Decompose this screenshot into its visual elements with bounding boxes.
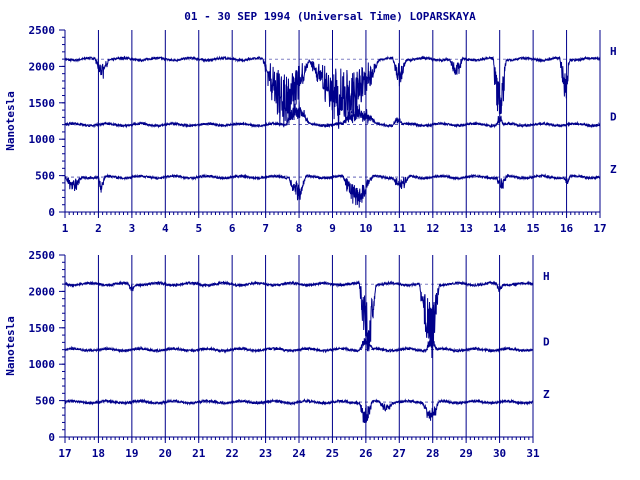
series-label-D: D — [543, 336, 550, 349]
series-trace-H — [64, 280, 534, 359]
x-tick-label: 7 — [262, 222, 269, 235]
x-tick-label: 3 — [129, 222, 136, 235]
y-tick-label: 1500 — [29, 322, 56, 335]
y-tick-label: 2500 — [29, 249, 56, 262]
x-tick-label: 17 — [58, 447, 71, 460]
series-label-Z: Z — [543, 388, 550, 401]
x-tick-label: 29 — [460, 447, 473, 460]
y-tick-label: 2500 — [29, 24, 56, 37]
x-tick-label: 26 — [359, 447, 373, 460]
series-trace-Z — [64, 398, 534, 424]
x-tick-label: 28 — [426, 447, 439, 460]
x-tick-label: 27 — [393, 447, 406, 460]
y-tick-label: 1000 — [29, 358, 56, 371]
y-tick-label: 0 — [48, 431, 55, 444]
chart-panel-2: 0 500 1000 1500 2000 2500 Nanotesla 17 18 19 20 21 2… — [4, 249, 550, 460]
series-trace-D — [64, 101, 601, 129]
x-tick-label: 10 — [359, 222, 372, 235]
y-tick-label: 1500 — [29, 97, 56, 110]
x-tick-label: 19 — [125, 447, 138, 460]
y-tick-label: 500 — [35, 395, 55, 408]
x-tick-label: 30 — [493, 447, 506, 460]
x-tick-label: 20 — [159, 447, 172, 460]
x-tick-label: 17 — [593, 222, 606, 235]
series-label-H: H — [543, 270, 550, 283]
x-tick-label: 2 — [95, 222, 102, 235]
x-tick-label: 8 — [296, 222, 303, 235]
series-trace-H — [64, 55, 601, 129]
y-tick-label: 2000 — [29, 60, 56, 73]
x-tick-label: 23 — [259, 447, 272, 460]
x-tick-label: 1 — [62, 222, 69, 235]
chart-title: 01 - 30 SEP 1994 (Universal Time) LOPARS… — [184, 10, 476, 23]
y-tick-label: 0 — [48, 206, 55, 219]
x-tick-label: 24 — [292, 447, 306, 460]
x-tick-label: 11 — [393, 222, 407, 235]
x-tick-label: 18 — [92, 447, 105, 460]
y-axis-label: Nanotesla — [4, 91, 17, 151]
x-tick-label: 4 — [162, 222, 169, 235]
x-tick-label: 15 — [527, 222, 540, 235]
series-trace-Z — [64, 173, 601, 208]
x-tick-label: 14 — [493, 222, 507, 235]
x-tick-label: 5 — [195, 222, 202, 235]
x-tick-label: 25 — [326, 447, 339, 460]
series-label-H: H — [610, 45, 617, 58]
x-tick-label: 21 — [192, 447, 206, 460]
y-tick-label: 500 — [35, 170, 55, 183]
x-tick-label: 9 — [329, 222, 336, 235]
series-label-D: D — [610, 111, 617, 124]
y-tick-label: 1000 — [29, 133, 56, 146]
series-label-Z: Z — [610, 163, 617, 176]
x-tick-label: 16 — [560, 222, 574, 235]
x-tick-label: 12 — [426, 222, 439, 235]
x-tick-label: 6 — [229, 222, 236, 235]
y-axis-label: Nanotesla — [4, 316, 17, 376]
x-tick-label: 13 — [460, 222, 473, 235]
x-tick-label: 22 — [226, 447, 239, 460]
series-trace-D — [64, 338, 534, 354]
y-tick-label: 2000 — [29, 285, 56, 298]
x-tick-label: 31 — [526, 447, 540, 460]
